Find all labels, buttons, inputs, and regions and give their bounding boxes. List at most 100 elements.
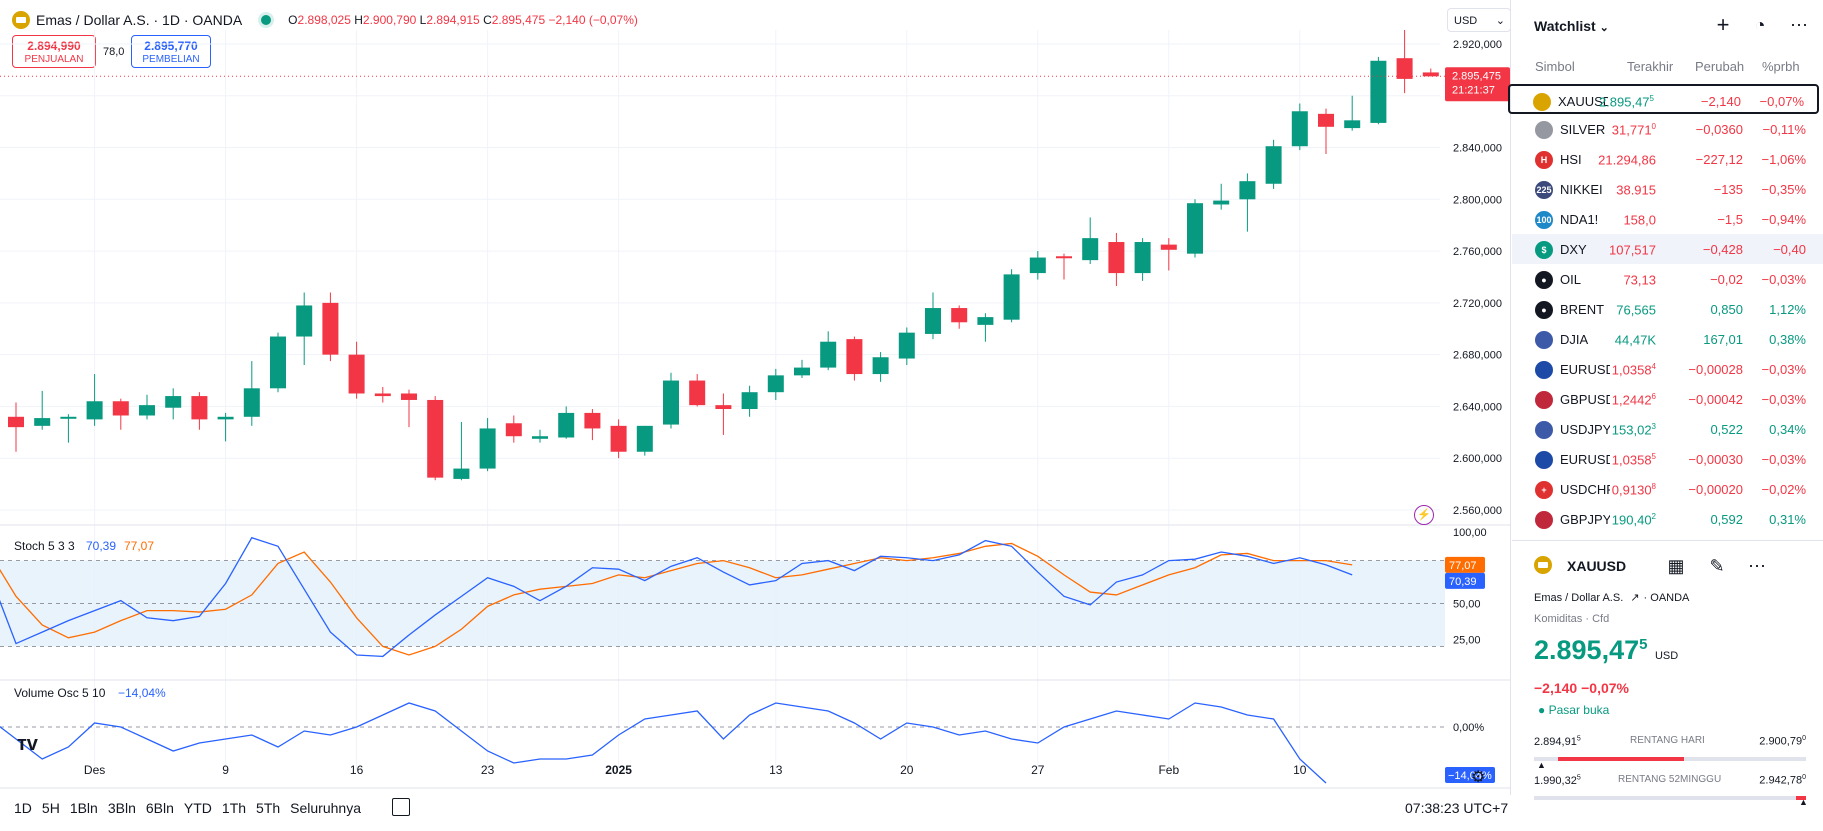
col-last[interactable]: Terakhir	[1627, 59, 1674, 74]
price-axis-label: 2.640,000	[1453, 401, 1502, 413]
date-range-icon[interactable]	[392, 798, 410, 816]
watchlist-row[interactable]: USDJPY 153,023 0,522 0,34%	[1512, 414, 1823, 444]
row-symbol: GBPJPY	[1560, 512, 1610, 527]
row-change-pct: −1,06%	[1761, 152, 1806, 167]
price-axis-label: 2.720,000	[1453, 298, 1502, 310]
currency-select[interactable]: USD ⌄	[1447, 8, 1511, 32]
more-icon[interactable]: ⋯	[1790, 15, 1808, 35]
watchlist-row[interactable]: XAUUSD 2.895,475 −2,140 −0,07%	[1508, 84, 1819, 114]
chart-pane[interactable]: Emas / Dollar A.S. · 1D · OANDA O2.898,0…	[0, 0, 1511, 816]
spread-value: 78,0	[103, 46, 125, 58]
candle-body	[139, 405, 155, 416]
layout-icon[interactable]: ▦	[1667, 556, 1685, 576]
row-change: −227,12	[1695, 152, 1743, 167]
row-change: 0,850	[1710, 302, 1743, 317]
candle-body	[1318, 113, 1334, 127]
row-change: −0,02	[1710, 272, 1743, 287]
watchlist-row[interactable]: EURUSD 1,03584 −0,00028 −0,03%	[1512, 354, 1823, 384]
row-symbol: GBPUSD	[1560, 392, 1610, 407]
row-change-pct: −0,03%	[1761, 362, 1806, 377]
alert-clock-icon[interactable]: ◔	[1754, 15, 1766, 35]
details-symbol[interactable]: XAUUSD	[1567, 558, 1627, 574]
settings-icon[interactable]: ⚙	[1471, 769, 1486, 786]
timeframe-1bln[interactable]: 1Bln	[69, 800, 98, 816]
add-symbol-icon[interactable]: +	[1716, 12, 1730, 37]
clock[interactable]: 07:38:23 UTC+7	[1405, 800, 1509, 816]
row-symbol: NDA1!	[1560, 212, 1599, 227]
watchlist-row[interactable]: DJIA 44,47K 167,01 0,38%	[1512, 324, 1823, 354]
chevron-down-icon: ⌄	[1599, 22, 1609, 34]
row-symbol: XAUUSD	[1558, 94, 1608, 109]
candle-body	[270, 336, 286, 389]
watchlist-row[interactable]: EURUSD 1,03585 −0,00030 −0,03%	[1512, 444, 1823, 474]
row-change: −0,00042	[1688, 392, 1743, 407]
timeframe-1d[interactable]: 1D	[14, 800, 32, 816]
candle-body	[872, 357, 889, 375]
symbol-title[interactable]: Emas / Dollar A.S. · 1D · OANDA	[36, 12, 243, 28]
candle-body	[86, 401, 103, 420]
timeframe-5h[interactable]: 5H	[41, 800, 60, 816]
timeframe-6bln[interactable]: 6Bln	[145, 800, 174, 816]
more-icon[interactable]: ⋯	[1748, 556, 1766, 576]
lightning-icon[interactable]: ⚡	[1414, 505, 1434, 525]
volosc-line	[0, 702, 1327, 784]
row-last: 1,03585	[1611, 452, 1656, 468]
candle-body	[1082, 238, 1099, 261]
candle-body	[794, 367, 810, 376]
watchlist-row[interactable]: GBPJPY 190,402 0,592 0,31%	[1512, 504, 1823, 534]
time-axis-label: 13	[769, 763, 783, 777]
candle-body	[348, 354, 365, 394]
col-change[interactable]: Perubah	[1695, 59, 1745, 74]
timeframe-1th[interactable]: 1Th	[221, 800, 247, 816]
external-link-icon[interactable]: ↗	[1630, 592, 1640, 604]
timeframe-seluruhnya[interactable]: Seluruhnya	[290, 800, 361, 816]
price-axis-label: 2.560,000	[1453, 505, 1502, 517]
$-icon: $	[1535, 241, 1553, 259]
watchlist-row[interactable]: GBPUSD 1,24426 −0,00042 −0,03%	[1512, 384, 1823, 414]
timeframe-3bln[interactable]: 3Bln	[107, 800, 136, 816]
watchlist-row[interactable]: 100 NDA1! 158,0 −1,5 −0,94%	[1512, 204, 1823, 234]
row-last: 190,402	[1611, 512, 1656, 528]
row-symbol: EURUSD	[1560, 452, 1610, 467]
col-symbol[interactable]: Simbol	[1535, 59, 1575, 74]
watchlist-row[interactable]: ● OIL 73,13 −0,02 −0,03%	[1512, 264, 1823, 294]
watchlist-row[interactable]: 225 NIKKEI 38.915 −135 −0,35%	[1512, 174, 1823, 204]
stoch-axis-label: 50,00	[1453, 599, 1481, 611]
candle-body	[1265, 146, 1282, 184]
edit-icon[interactable]: ✎	[1709, 556, 1725, 576]
price-axis-label: 2.680,000	[1453, 350, 1502, 362]
volosc-axis-label: 0,00%	[1453, 722, 1484, 734]
row-symbol: EURUSD	[1560, 362, 1610, 377]
countdown: 21:21:37	[1452, 84, 1495, 96]
gold-icon	[1534, 556, 1552, 574]
time-axis-label: Des	[84, 763, 105, 777]
watchlist-title[interactable]: Watchlist ⌄	[1534, 18, 1609, 34]
timeframe-ytd[interactable]: YTD	[183, 800, 212, 816]
price-axis-label: 2.840,000	[1453, 143, 1502, 155]
watchlist-row[interactable]: SILVER 31,7710 −0,0360 −0,11%	[1512, 114, 1823, 144]
candle-body	[1108, 242, 1125, 274]
row-change-pct: 0,38%	[1769, 332, 1806, 347]
row-symbol: OIL	[1560, 272, 1581, 287]
eu-icon	[1535, 451, 1553, 469]
price-chart[interactable]: 2.920,0002.880,0002.840,0002.800,0002.76…	[0, 30, 1510, 790]
timeframe-5th[interactable]: 5Th	[256, 800, 281, 816]
eu-icon	[1535, 361, 1553, 379]
drop-icon: ●	[1535, 301, 1553, 319]
candle-body	[584, 412, 601, 429]
col-change-pct[interactable]: %prbh	[1762, 59, 1800, 74]
candle-body	[1370, 60, 1387, 123]
sell-button[interactable]: 2.894,990 PENJUALAN	[12, 35, 96, 68]
watchlist-row[interactable]: ● BRENT 76,565 0,850 1,12%	[1512, 294, 1823, 324]
row-change: 0,592	[1710, 512, 1743, 527]
tradingview-logo: ᴛᴠ	[17, 733, 38, 755]
watchlist-row[interactable]: $ DXY 107,517 −0,428 −0,40	[1512, 234, 1823, 264]
225-icon: 225	[1535, 181, 1553, 199]
candle-body	[60, 416, 77, 419]
candle-body	[663, 380, 679, 425]
buy-button[interactable]: 2.895,770 PEMBELIAN	[131, 35, 211, 68]
watchlist-row[interactable]: H HSI 21.294,86 −227,12 −1,06%	[1512, 144, 1823, 174]
row-last: 2.895,475	[1598, 94, 1654, 110]
watchlist-row[interactable]: + USDCHF 0,91308 −0,00020 −0,02%	[1512, 474, 1823, 504]
candle-body	[427, 399, 444, 478]
